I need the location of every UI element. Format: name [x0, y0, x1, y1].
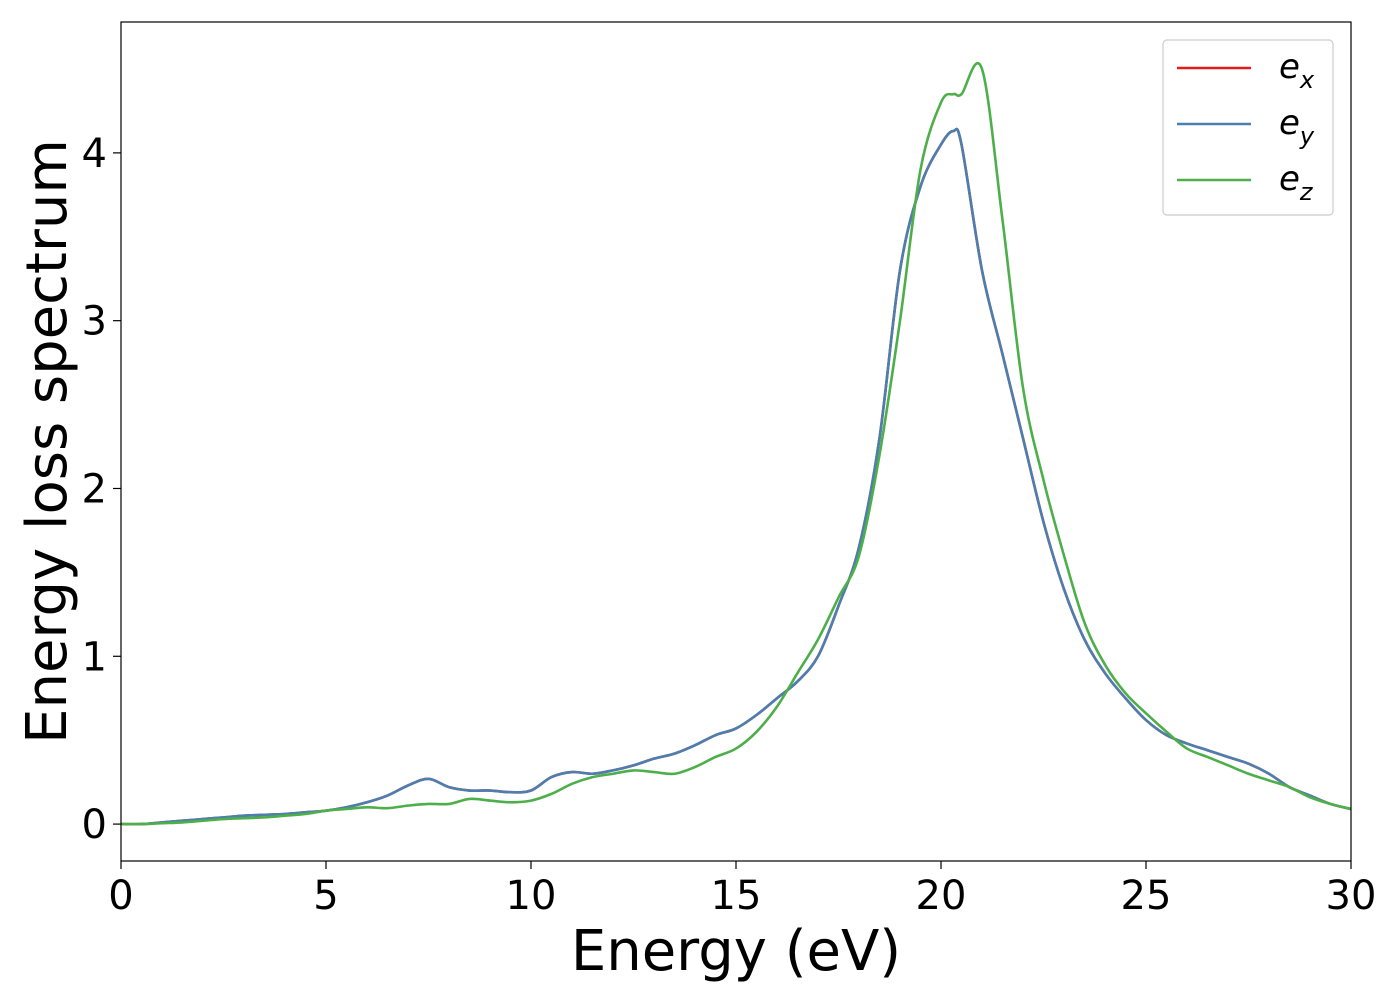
legend: ex ey ez [1162, 39, 1334, 216]
x-tick-label: 10 [506, 873, 557, 919]
x-tick-label: 15 [711, 873, 762, 919]
x-tick-label: 25 [1121, 873, 1172, 919]
y-tick-label: 3 [82, 299, 107, 345]
x-tick-label: 5 [313, 873, 338, 919]
series-layer [121, 61, 1351, 826]
y-tick-label: 2 [82, 466, 107, 512]
x-tick-label: 0 [108, 873, 133, 919]
y-tick-label: 4 [82, 131, 107, 177]
y-axis: 0 1 2 3 4 [82, 131, 121, 848]
legend-box [1162, 39, 1334, 216]
series-line-ez [121, 61, 1351, 826]
y-axis-title: Energy loss spectrum [15, 139, 80, 744]
series-line-ex [121, 127, 1351, 826]
y-tick-label: 0 [82, 802, 107, 848]
legend-label-ex: ex [1279, 47, 1315, 94]
x-tick-label: 20 [916, 873, 967, 919]
y-tick-label: 1 [82, 634, 107, 680]
x-tick-label: 30 [1326, 873, 1377, 919]
x-axis: 0 5 10 15 20 25 30 [108, 861, 1376, 919]
x-axis-title: Energy (eV) [571, 919, 901, 984]
legend-label-ez: ez [1279, 159, 1314, 206]
series-line-ey [121, 127, 1351, 826]
legend-label-ey: ey [1279, 103, 1315, 150]
